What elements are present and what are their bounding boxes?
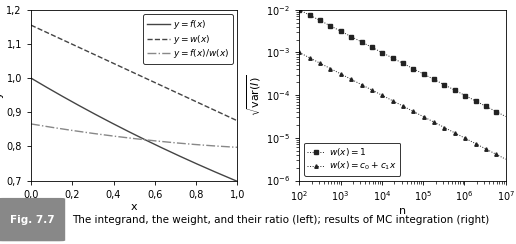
$y=f(x)/w(x)$ xyxy=(139,138,146,141)
$w(x)=c_0+c_1x$ xyxy=(296,51,302,54)
Y-axis label: $\sqrt{\mathrm{var}(I)}$: $\sqrt{\mathrm{var}(I)}$ xyxy=(246,74,263,116)
$y=f(x)/w(x)$ xyxy=(197,143,203,146)
$y=f(x)/w(x)$ xyxy=(229,146,235,149)
Y-axis label: y: y xyxy=(0,92,4,99)
$w(x)=1$ xyxy=(492,110,498,113)
Text: Fig. 7.7: Fig. 7.7 xyxy=(10,215,54,224)
Line: $w(x)=c_0+c_1x$: $w(x)=c_0+c_1x$ xyxy=(298,51,507,161)
$w(x)=c_0+c_1x$ xyxy=(485,149,491,152)
Line: $y=f(x)/w(x)$: $y=f(x)/w(x)$ xyxy=(31,124,237,147)
$y=f(x)$ xyxy=(139,137,146,140)
$w(x)=c_0+c_1x$ xyxy=(304,55,311,58)
$w(x)=1$ xyxy=(485,106,491,109)
$y=w(x)$ xyxy=(197,102,203,105)
X-axis label: x: x xyxy=(131,202,137,212)
$y=f(x)$ xyxy=(126,130,132,133)
$w(x)=c_0+c_1x$ xyxy=(309,57,315,60)
$w(x)=c_0+c_1x$ xyxy=(503,158,509,161)
X-axis label: n: n xyxy=(399,206,406,216)
Text: The integrand, the weight, and their ratio (left); results of MC integration (ri: The integrand, the weight, and their rat… xyxy=(72,215,490,224)
Line: $y=f(x)$: $y=f(x)$ xyxy=(31,78,237,181)
$y=w(x)$ xyxy=(229,117,235,120)
$w(x)=1$ xyxy=(309,15,315,18)
$w(x)=1$ xyxy=(334,28,341,31)
$w(x)=1$ xyxy=(503,115,509,118)
$y=f(x)/w(x)$ xyxy=(151,139,157,142)
$y=f(x)/w(x)$ xyxy=(28,122,34,125)
$w(x)=c_0+c_1x$ xyxy=(334,71,341,74)
FancyBboxPatch shape xyxy=(0,199,64,241)
$y=f(x)/w(x)$ xyxy=(234,146,240,149)
Line: $y=w(x)$: $y=w(x)$ xyxy=(31,25,237,121)
$y=w(x)$ xyxy=(139,75,146,78)
$w(x)=c_0+c_1x$ xyxy=(351,80,358,82)
$y=f(x)$ xyxy=(151,142,157,145)
$y=f(x)$ xyxy=(127,131,133,134)
Legend: $y=f(x)$, $y=w(x)$, $y=f(x)/w(x)$: $y=f(x)$, $y=w(x)$, $y=f(x)/w(x)$ xyxy=(143,14,233,64)
$y=f(x)$ xyxy=(28,77,34,80)
$w(x)=1$ xyxy=(351,37,358,40)
Line: $w(x)=1$: $w(x)=1$ xyxy=(298,8,507,118)
Legend: $w(x)=1$, $w(x)=c_0+c_1x$: $w(x)=1$, $w(x)=c_0+c_1x$ xyxy=(304,142,400,176)
$y=w(x)$ xyxy=(234,119,240,122)
$w(x)=1$ xyxy=(296,8,302,11)
$y=w(x)$ xyxy=(126,69,132,72)
$y=w(x)$ xyxy=(127,70,133,73)
$y=f(x)/w(x)$ xyxy=(127,137,133,140)
$y=f(x)$ xyxy=(234,180,240,183)
$w(x)=1$ xyxy=(304,13,311,16)
$y=f(x)$ xyxy=(229,178,235,181)
$w(x)=c_0+c_1x$ xyxy=(492,152,498,155)
$y=f(x)/w(x)$ xyxy=(126,136,132,139)
$y=w(x)$ xyxy=(28,24,34,27)
$y=f(x)$ xyxy=(197,164,203,167)
$y=w(x)$ xyxy=(151,81,157,83)
